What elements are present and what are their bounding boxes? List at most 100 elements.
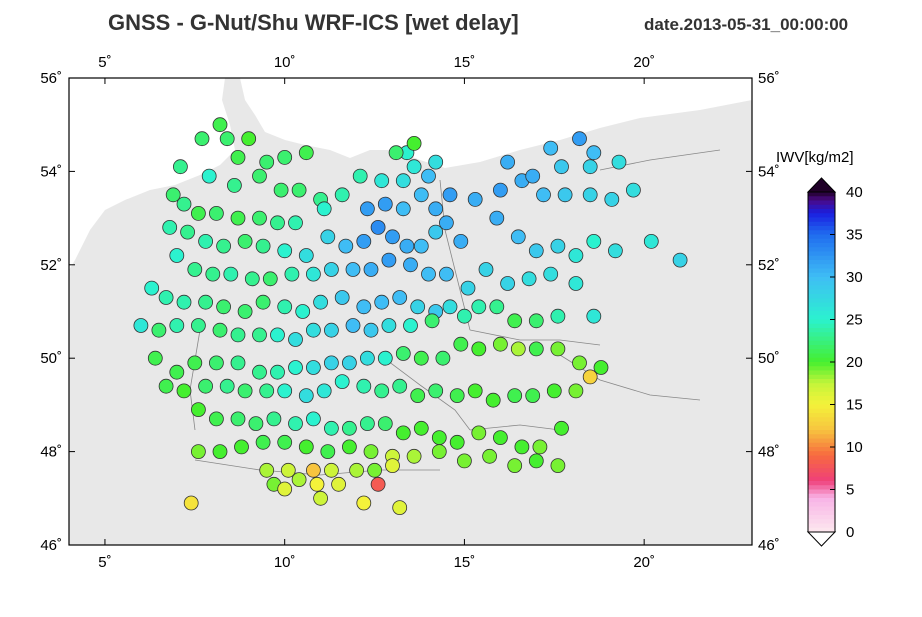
colorbar-segment bbox=[808, 264, 835, 270]
station-point bbox=[377, 196, 393, 212]
colorbar-segment bbox=[808, 345, 835, 350]
station-point bbox=[198, 233, 214, 249]
colorbar-segment bbox=[808, 362, 835, 367]
colorbar-segment bbox=[808, 311, 835, 316]
station-point bbox=[244, 271, 260, 287]
station-point bbox=[352, 168, 368, 184]
station-point bbox=[237, 304, 253, 319]
station-point bbox=[554, 420, 569, 436]
station-point bbox=[381, 252, 397, 268]
station-point bbox=[467, 383, 483, 399]
colorbar-segment bbox=[808, 234, 835, 240]
station-point bbox=[453, 336, 469, 352]
station-point bbox=[180, 224, 196, 240]
colorbar-tick-label: 35 bbox=[846, 227, 863, 244]
colorbar-segment bbox=[808, 272, 835, 278]
station-point bbox=[169, 364, 185, 380]
station-point bbox=[176, 294, 192, 310]
x-tick-label-top: 20˚ bbox=[633, 54, 655, 71]
station-point bbox=[338, 238, 354, 254]
station-point bbox=[252, 210, 267, 226]
station-point bbox=[370, 476, 386, 492]
station-point bbox=[395, 425, 411, 441]
station-point bbox=[165, 187, 181, 203]
colorbar-segment bbox=[808, 515, 835, 520]
station-point bbox=[608, 243, 623, 259]
station-point bbox=[568, 383, 584, 399]
station-point bbox=[305, 322, 321, 338]
station-point bbox=[230, 149, 246, 165]
chart-date: date.2013-05-31_00:00:00 bbox=[644, 15, 848, 34]
station-point bbox=[413, 187, 429, 203]
station-point bbox=[190, 444, 206, 460]
station-point bbox=[305, 411, 321, 427]
station-point bbox=[456, 308, 472, 324]
station-point bbox=[205, 266, 221, 282]
colorbar-segment bbox=[808, 391, 835, 397]
station-point bbox=[403, 318, 418, 333]
station-point bbox=[572, 131, 587, 147]
station-point bbox=[467, 191, 483, 207]
station-point bbox=[528, 243, 544, 259]
colorbar-segment bbox=[808, 489, 835, 495]
station-point bbox=[435, 350, 451, 366]
colorbar-segment bbox=[808, 498, 835, 503]
colorbar-segment bbox=[808, 328, 835, 333]
station-point bbox=[216, 238, 232, 254]
station-point bbox=[370, 219, 386, 235]
station-point bbox=[388, 145, 404, 161]
station-point bbox=[550, 308, 566, 324]
station-point bbox=[237, 383, 253, 399]
station-point bbox=[413, 238, 429, 254]
colorbar-segment bbox=[808, 523, 835, 529]
station-point bbox=[424, 313, 440, 329]
colorbar-segment bbox=[808, 447, 835, 452]
station-point bbox=[194, 131, 210, 147]
station-point bbox=[320, 444, 336, 460]
station-point bbox=[593, 360, 609, 375]
colorbar-segment bbox=[808, 230, 835, 236]
station-point bbox=[144, 280, 160, 296]
station-point bbox=[428, 201, 444, 217]
station-point bbox=[431, 430, 447, 446]
station-point bbox=[586, 233, 602, 249]
station-point bbox=[403, 257, 418, 273]
colorbar-segment bbox=[808, 336, 835, 342]
station-point bbox=[381, 318, 397, 333]
station-point bbox=[345, 262, 361, 277]
station-point bbox=[270, 327, 285, 343]
station-point bbox=[442, 187, 458, 203]
station-point bbox=[273, 182, 289, 198]
station-point bbox=[198, 294, 214, 310]
station-point bbox=[345, 318, 361, 333]
station-point bbox=[528, 313, 544, 329]
colorbar-max-arrow bbox=[806, 177, 837, 193]
station-point bbox=[367, 462, 383, 478]
colorbar-tick-label: 30 bbox=[846, 269, 863, 286]
station-point bbox=[582, 159, 598, 175]
station-point bbox=[341, 439, 357, 455]
station-point bbox=[298, 248, 314, 263]
station-point bbox=[305, 360, 321, 375]
colorbar-segment bbox=[808, 434, 835, 440]
station-point bbox=[284, 266, 300, 282]
x-tick-label-bottom: 20˚ bbox=[633, 554, 655, 571]
station-point bbox=[158, 378, 174, 394]
station-point bbox=[410, 299, 426, 315]
station-point bbox=[323, 462, 339, 478]
station-point bbox=[277, 149, 293, 165]
y-tick-label-left: 54˚ bbox=[40, 163, 62, 180]
station-point bbox=[546, 383, 562, 399]
station-point bbox=[277, 243, 293, 259]
colorbar-segment bbox=[808, 353, 835, 359]
station-point bbox=[341, 420, 357, 436]
station-point bbox=[604, 191, 620, 207]
station-point bbox=[536, 187, 551, 203]
station-point bbox=[672, 252, 688, 268]
y-tick-label-left: 52˚ bbox=[40, 257, 62, 274]
station-point bbox=[216, 299, 232, 315]
y-tick-label-left: 56˚ bbox=[40, 70, 62, 87]
station-point bbox=[176, 196, 192, 212]
colorbar-tick-label: 15 bbox=[846, 397, 863, 414]
station-point bbox=[507, 388, 523, 404]
